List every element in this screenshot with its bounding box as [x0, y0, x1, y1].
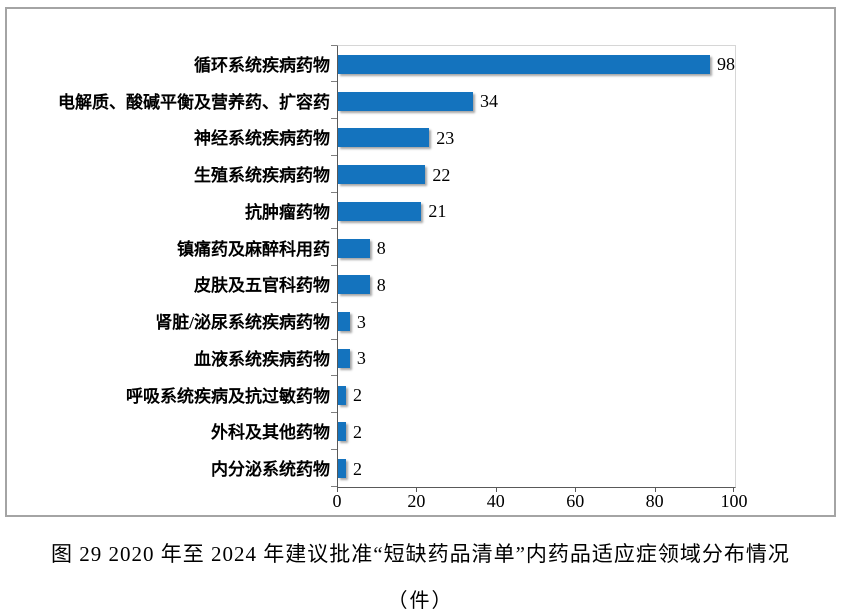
- caption-line-2: （件）: [387, 590, 454, 612]
- category-label: 肾脏/泌尿系统疾病药物: [6, 301, 337, 339]
- x-tick-label: 100: [720, 491, 748, 511]
- bar-row: 34: [338, 83, 735, 120]
- figure-caption: 图 29 2020 年至 2024 年建议批准“短缺药品清单”内药品适应症领域分…: [0, 538, 841, 613]
- bar: [338, 422, 346, 442]
- category-label: 外科及其他药物: [6, 412, 337, 450]
- x-axis-tick-labels: 0 20 40 60 80 100: [333, 491, 748, 512]
- category-label: 内分泌系统药物: [6, 448, 337, 487]
- bar-row: 2: [338, 414, 735, 451]
- data-label: 2: [352, 421, 362, 442]
- bar: [338, 275, 370, 295]
- category-label: 电解质、酸碱平衡及营养药、扩容药: [6, 81, 337, 119]
- category-label: 呼吸系统疾病及抗过敏药物: [6, 375, 337, 413]
- bar: [338, 312, 350, 332]
- data-label: 3: [356, 311, 366, 332]
- x-tick-label: 20: [407, 491, 426, 511]
- x-axis-tick-marks: [337, 487, 734, 492]
- data-label: 8: [376, 238, 386, 259]
- bar: [338, 91, 473, 111]
- category-label: 循环系统疾病药物: [6, 44, 337, 82]
- data-label: 21: [428, 201, 447, 222]
- bar: [338, 238, 370, 258]
- bar-row: 21: [338, 193, 735, 230]
- data-label: 2: [352, 458, 362, 479]
- bar: [338, 385, 346, 405]
- bar: [338, 459, 346, 479]
- caption-line-1: 图 29 2020 年至 2024 年建议批准“短缺药品清单”内药品适应症领域分…: [51, 542, 790, 566]
- bar-row: 2: [338, 377, 735, 414]
- data-label: 98: [717, 54, 735, 75]
- category-label: 镇痛药及麻醉科用药: [6, 228, 337, 266]
- bar-row: 98: [338, 46, 735, 83]
- category-label: 血液系统疾病药物: [6, 338, 337, 376]
- data-label: 23: [436, 127, 455, 148]
- category-label: 神经系统疾病药物: [6, 118, 337, 156]
- bar-row: 3: [338, 303, 735, 340]
- bar-row: 22: [338, 156, 735, 193]
- x-tick-label: 0: [332, 491, 342, 511]
- bar: [338, 201, 422, 221]
- x-tick-label: 60: [566, 491, 585, 511]
- x-tick-label: 40: [486, 491, 505, 511]
- plot-area: 98 34 23 22 21 8 8 3 3 2 2 2: [337, 45, 736, 488]
- category-label: 皮肤及五官科药物: [6, 265, 337, 303]
- bar: [338, 54, 710, 74]
- bar-row: 8: [338, 230, 735, 267]
- data-label: 22: [432, 164, 451, 185]
- category-axis-labels: 循环系统疾病药物 电解质、酸碱平衡及营养药、扩容药 神经系统疾病药物 生殖系统疾…: [6, 44, 337, 487]
- data-label: 34: [479, 91, 498, 112]
- category-label: 抗肿瘤药物: [6, 191, 337, 229]
- bar: [338, 128, 430, 148]
- bar-row: 3: [338, 340, 735, 377]
- data-label: 2: [352, 385, 362, 406]
- bar-row: 2: [338, 450, 735, 487]
- bar-row: 8: [338, 267, 735, 304]
- category-label: 生殖系统疾病药物: [6, 154, 337, 192]
- bar: [338, 165, 426, 185]
- x-tick-label: 80: [645, 491, 664, 511]
- data-label: 8: [376, 274, 386, 295]
- bar-row: 23: [338, 120, 735, 157]
- bar: [338, 348, 350, 368]
- data-label: 3: [356, 348, 366, 369]
